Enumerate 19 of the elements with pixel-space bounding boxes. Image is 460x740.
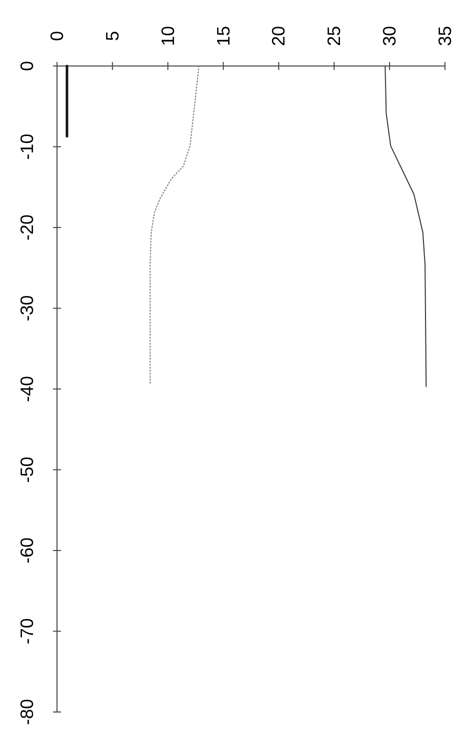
y-tick-label: -80: [17, 698, 37, 726]
y-tick-label: -20: [17, 214, 37, 241]
y-tick-label: 0: [17, 60, 37, 72]
x-tick-label: 0: [47, 30, 67, 42]
x-tick-label: 25: [324, 26, 344, 46]
x-tick-label: 30: [380, 26, 400, 46]
line-series: [150, 66, 200, 386]
line-series: [384, 66, 427, 388]
y-tick-label: -70: [17, 618, 37, 644]
x-tick-label: 35: [435, 26, 455, 46]
y-tick-label: -10: [17, 134, 37, 160]
x-tick-label: 20: [268, 26, 289, 46]
y-tick-label: -40: [17, 376, 37, 402]
y-tick-label: -30: [17, 295, 37, 322]
y-tick-label: -60: [17, 537, 37, 564]
x-tick-label: 15: [213, 26, 234, 46]
x-tick-label: 5: [102, 30, 122, 42]
x-tick-label: 10: [158, 26, 178, 46]
y-tick-label: -50: [17, 456, 37, 483]
